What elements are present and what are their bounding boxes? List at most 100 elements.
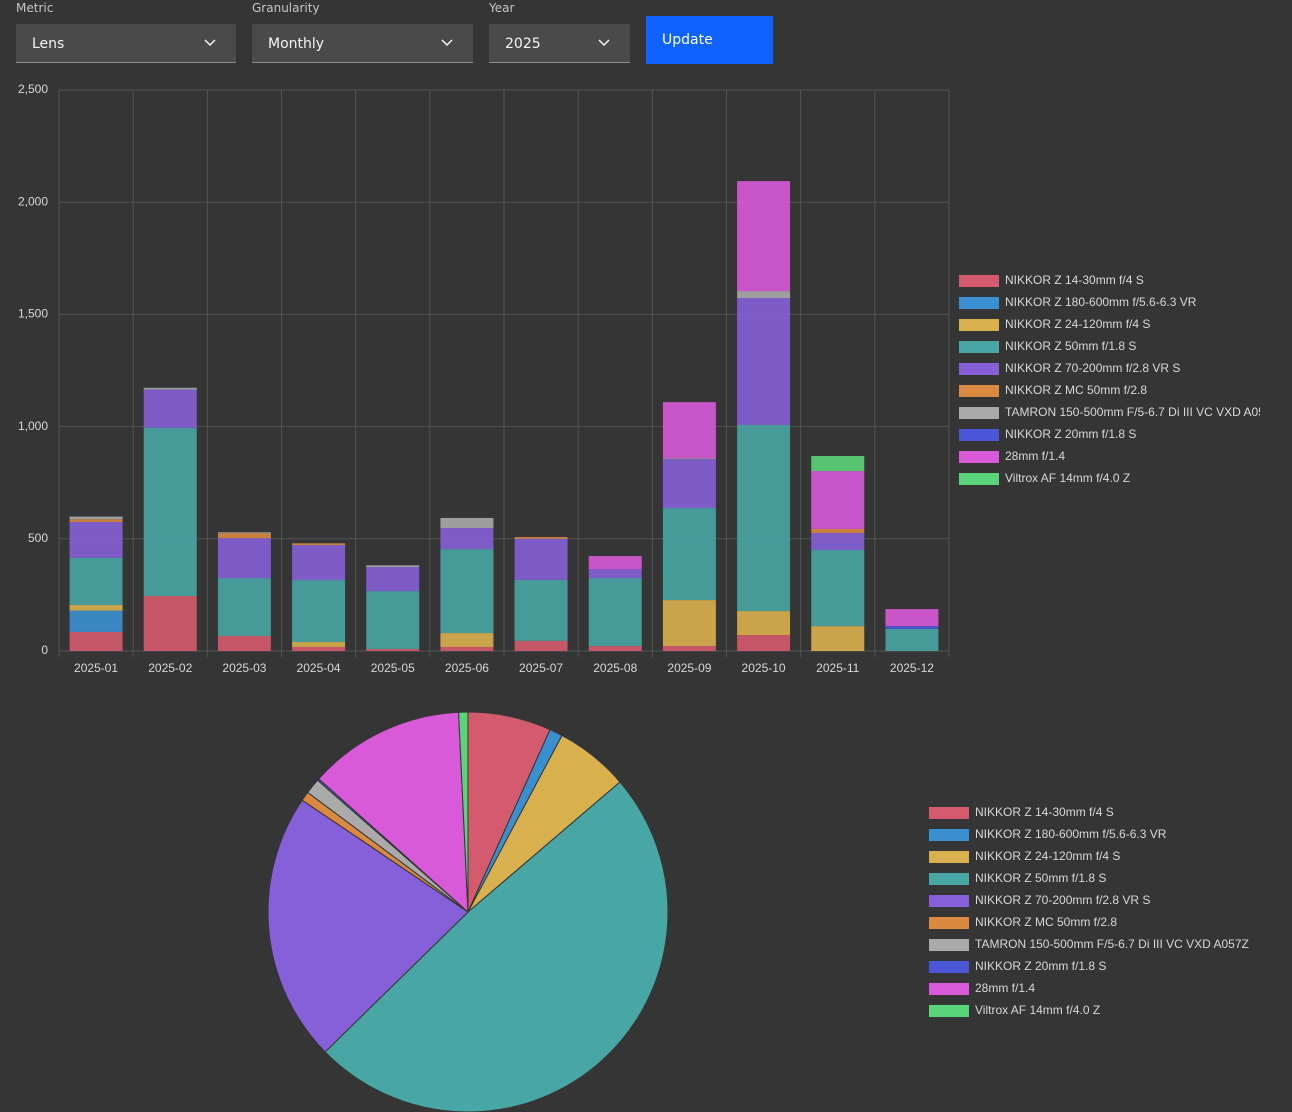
- bar-segment: [885, 629, 939, 651]
- bar-segment: [69, 516, 123, 520]
- bar-segment: [292, 580, 346, 643]
- bar-segment: [588, 569, 642, 579]
- legend-swatch: [929, 983, 969, 995]
- legend-label: NIKKOR Z 70-200mm f/2.8 VR S: [1005, 361, 1180, 375]
- legend-label: Viltrox AF 14mm f/4.0 Z: [1005, 471, 1130, 485]
- legend-swatch: [959, 275, 999, 287]
- bar-segment: [69, 521, 123, 558]
- legend-swatch: [929, 917, 969, 929]
- bar-segment: [292, 646, 346, 651]
- x-tick-label: 2025-06: [445, 661, 489, 675]
- bar-segment: [811, 455, 865, 472]
- legend-label: TAMRON 150-500mm F/5-6.7 Di III VC VXD A…: [975, 937, 1249, 951]
- bar-segment: [292, 642, 346, 647]
- bar-segment: [811, 528, 865, 533]
- bar-segment: [737, 298, 791, 426]
- bar-segment: [217, 635, 271, 651]
- bar-segment: [217, 538, 271, 579]
- legend-label: NIKKOR Z 180-600mm f/5.6-6.3 VR: [1005, 295, 1197, 309]
- legend-swatch: [959, 429, 999, 441]
- bar-segment: [588, 556, 642, 570]
- select-value: Lens: [32, 36, 65, 52]
- legend-label: NIKKOR Z 50mm f/1.8 S: [975, 871, 1106, 885]
- bar-segment: [514, 579, 568, 641]
- y-tick-label: 2,000: [18, 194, 48, 208]
- x-tick-label: 2025-07: [519, 661, 563, 675]
- metric-select[interactable]: Lens: [16, 24, 236, 63]
- bar-segment: [143, 389, 197, 428]
- bar-segment: [662, 458, 716, 460]
- bar-segment: [885, 609, 939, 627]
- select-value: Monthly: [268, 36, 325, 52]
- bar-segment: [217, 532, 271, 534]
- legend-swatch: [959, 341, 999, 353]
- legend-swatch: [959, 297, 999, 309]
- bar-segment: [514, 538, 568, 580]
- legend-label: NIKKOR Z 180-600mm f/5.6-6.3 VR: [975, 827, 1167, 841]
- bar-segment: [69, 604, 123, 611]
- bar-segment: [69, 557, 123, 605]
- pie-slice: [318, 711, 469, 914]
- bar-segment: [366, 591, 420, 649]
- bar-segment: [440, 549, 494, 634]
- legend-label: NIKKOR Z 24-120mm f/4 S: [1005, 317, 1150, 331]
- legend-swatch: [929, 939, 969, 951]
- bar-segment: [737, 425, 791, 612]
- bar-segment: [217, 533, 271, 539]
- legend-swatch: [929, 961, 969, 973]
- legend-swatch: [929, 851, 969, 863]
- legend-label: NIKKOR Z 24-120mm f/4 S: [975, 849, 1120, 863]
- bar-segment: [737, 181, 791, 292]
- legend-label: NIKKOR Z MC 50mm f/2.8: [975, 915, 1117, 929]
- bar-segment: [440, 633, 494, 647]
- pie-slice: [458, 711, 469, 913]
- select-value: 2025: [505, 36, 541, 52]
- chevron: [204, 39, 216, 47]
- x-tick-label: 2025-02: [148, 661, 192, 675]
- legend-label: TAMRON 150-500mm F/5-6.7 Di III VC VXD A…: [1005, 405, 1279, 419]
- chevron: [598, 39, 610, 47]
- bar-segment: [366, 565, 420, 568]
- bar-segment: [737, 635, 791, 651]
- bar-segment: [514, 537, 568, 539]
- legend-swatch: [929, 873, 969, 885]
- legend-swatch: [929, 1005, 969, 1017]
- legend-label: NIKKOR Z 20mm f/1.8 S: [1005, 427, 1136, 441]
- legend-label: NIKKOR Z 14-30mm f/4 S: [1005, 273, 1144, 287]
- y-tick-label: 1,000: [18, 419, 48, 433]
- bar-segment: [366, 648, 420, 651]
- bar-segment: [662, 459, 716, 509]
- legend-swatch: [959, 451, 999, 463]
- bar-segment: [292, 545, 346, 581]
- bar-segment: [811, 471, 865, 529]
- bar-segment: [440, 528, 494, 550]
- x-tick-label: 2025-01: [74, 661, 118, 675]
- legend-swatch: [959, 363, 999, 375]
- x-tick-label: 2025-10: [742, 661, 786, 675]
- bar-segment: [143, 387, 197, 390]
- x-tick-label: 2025-03: [222, 661, 266, 675]
- control-label: Metric: [16, 1, 54, 15]
- pie-slice: [267, 799, 469, 1053]
- update-button[interactable]: Update: [646, 16, 773, 64]
- bar-segment: [514, 640, 568, 651]
- bar-segment: [143, 427, 197, 597]
- year-select[interactable]: 2025: [489, 24, 630, 63]
- bar-segment: [440, 517, 494, 529]
- bar-segment: [588, 646, 642, 651]
- y-tick-label: 0: [41, 643, 48, 657]
- x-tick-label: 2025-12: [890, 661, 934, 675]
- legend-swatch: [959, 407, 999, 419]
- legend-label: Viltrox AF 14mm f/4.0 Z: [975, 1003, 1100, 1017]
- control-label: Granularity: [252, 1, 320, 15]
- x-tick-label: 2025-09: [667, 661, 711, 675]
- bar-segment: [811, 532, 865, 551]
- chevron: [441, 39, 453, 47]
- legend-label: NIKKOR Z 70-200mm f/2.8 VR S: [975, 893, 1150, 907]
- granularity-select[interactable]: Monthly: [252, 24, 473, 63]
- bar-segment: [737, 291, 791, 299]
- legend-swatch: [929, 807, 969, 819]
- x-tick-label: 2025-11: [816, 661, 859, 675]
- x-tick-label: 2025-08: [593, 661, 637, 675]
- legend-label: NIKKOR Z 20mm f/1.8 S: [975, 959, 1106, 973]
